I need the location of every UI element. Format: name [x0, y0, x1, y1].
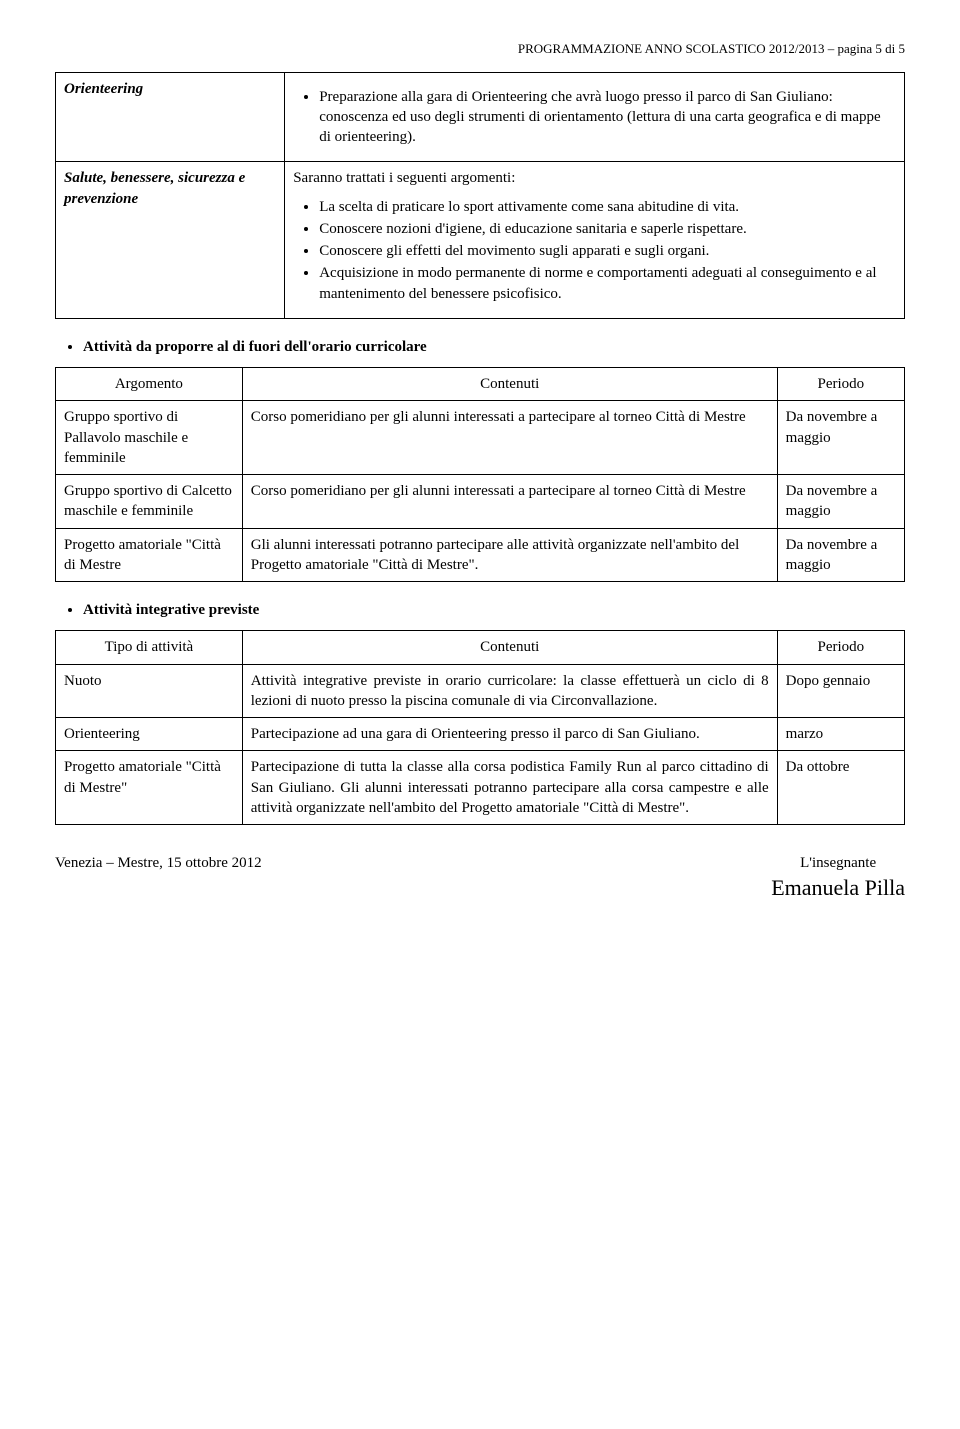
table-integrative: Tipo di attività Contenuti Periodo Nuoto…: [55, 630, 905, 825]
section-heading-list: Attività da proporre al di fuori dell'or…: [61, 337, 905, 357]
bullet-item: Conoscere gli effetti del movimento sugl…: [319, 241, 896, 261]
cell-cont: Corso pomeridiano per gli alunni interes…: [242, 475, 777, 529]
col-header: Periodo: [777, 631, 904, 664]
cell-arg: Progetto amatoriale "Città di Mestre: [56, 528, 243, 582]
bullet-item: Preparazione alla gara di Orienteering c…: [319, 87, 896, 148]
page-header: PROGRAMMAZIONE ANNO SCOLASTICO 2012/2013…: [55, 40, 905, 58]
col-header: Argomento: [56, 368, 243, 401]
footer-name: Emanuela Pilla: [771, 873, 905, 903]
row-content: Saranno trattati i seguenti argomenti: L…: [285, 162, 905, 319]
table-row: Gruppo sportivo di Calcetto maschile e f…: [56, 475, 905, 529]
cell-tipo: Nuoto: [56, 664, 243, 718]
section-heading: Attività integrative previste: [83, 600, 905, 620]
row-content: Preparazione alla gara di Orienteering c…: [285, 72, 905, 162]
col-header: Contenuti: [242, 368, 777, 401]
table-extracurricular: Argomento Contenuti Periodo Gruppo sport…: [55, 367, 905, 582]
table-row: Gruppo sportivo di Pallavolo maschile e …: [56, 401, 905, 475]
cell-per: marzo: [777, 718, 904, 751]
cell-cont: Partecipazione ad una gara di Orienteeri…: [242, 718, 777, 751]
table-row: Progetto amatoriale "Città di Mestre Gli…: [56, 528, 905, 582]
col-header: Tipo di attività: [56, 631, 243, 664]
table-row: Orienteering Partecipazione ad una gara …: [56, 718, 905, 751]
footer: Venezia – Mestre, 15 ottobre 2012 L'inse…: [55, 853, 905, 903]
table-main: Orienteering Preparazione alla gara di O…: [55, 72, 905, 319]
footer-role: L'insegnante: [771, 853, 905, 873]
cell-cont: Corso pomeridiano per gli alunni interes…: [242, 401, 777, 475]
intro-text: Saranno trattati i seguenti argomenti:: [293, 168, 896, 188]
bullet-item: Acquisizione in modo permanente di norme…: [319, 263, 896, 304]
cell-per: Dopo gennaio: [777, 664, 904, 718]
table-row: Nuoto Attività integrative previste in o…: [56, 664, 905, 718]
table-header-row: Tipo di attività Contenuti Periodo: [56, 631, 905, 664]
bullet-item: La scelta di praticare lo sport attivame…: [319, 197, 896, 217]
footer-signature: L'insegnante Emanuela Pilla: [771, 853, 905, 903]
cell-per: Da novembre a maggio: [777, 401, 904, 475]
table-row: Salute, benessere, sicurezza e prevenzio…: [56, 162, 905, 319]
section-heading-list: Attività integrative previste: [61, 600, 905, 620]
cell-per: Da novembre a maggio: [777, 528, 904, 582]
bullet-item: Conoscere nozioni d'igiene, di educazion…: [319, 219, 896, 239]
cell-arg: Gruppo sportivo di Pallavolo maschile e …: [56, 401, 243, 475]
table-row: Orienteering Preparazione alla gara di O…: [56, 72, 905, 162]
cell-tipo: Progetto amatoriale "Città di Mestre": [56, 751, 243, 825]
row-label: Orienteering: [56, 72, 285, 162]
cell-per: Da ottobre: [777, 751, 904, 825]
table-row: Progetto amatoriale "Città di Mestre" Pa…: [56, 751, 905, 825]
cell-cont: Partecipazione di tutta la classe alla c…: [242, 751, 777, 825]
cell-per: Da novembre a maggio: [777, 475, 904, 529]
col-header: Periodo: [777, 368, 904, 401]
footer-place-date: Venezia – Mestre, 15 ottobre 2012: [55, 853, 262, 903]
row-label: Salute, benessere, sicurezza e prevenzio…: [56, 162, 285, 319]
cell-cont: Gli alunni interessati potranno partecip…: [242, 528, 777, 582]
table-header-row: Argomento Contenuti Periodo: [56, 368, 905, 401]
cell-tipo: Orienteering: [56, 718, 243, 751]
cell-arg: Gruppo sportivo di Calcetto maschile e f…: [56, 475, 243, 529]
section-heading: Attività da proporre al di fuori dell'or…: [83, 337, 905, 357]
cell-cont: Attività integrative previste in orario …: [242, 664, 777, 718]
col-header: Contenuti: [242, 631, 777, 664]
